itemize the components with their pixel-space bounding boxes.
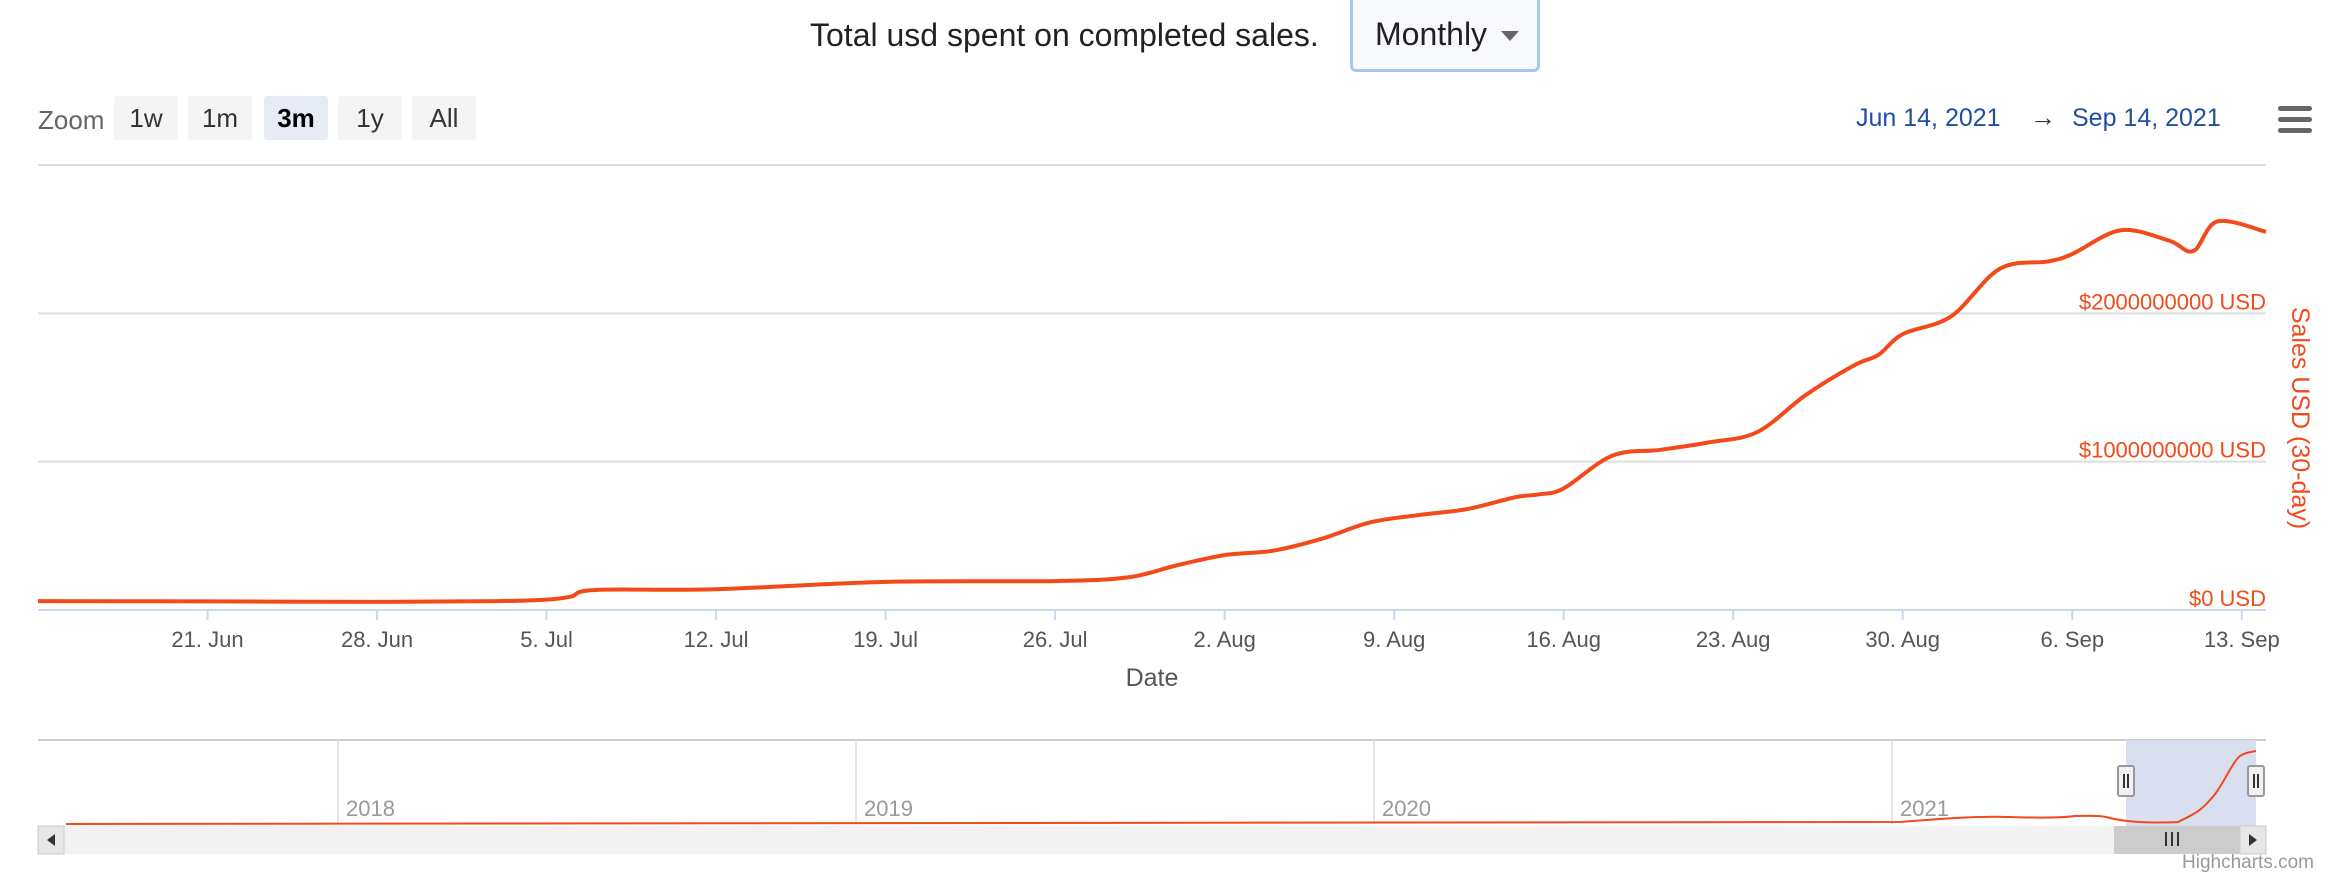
navigator-handle-box[interactable] — [2247, 765, 2265, 797]
range-from-input[interactable]: Jun 14, 2021 — [1856, 104, 2001, 132]
navigator-handle[interactable] — [2247, 765, 2265, 797]
period-select-value: Monthly — [1375, 16, 1488, 52]
y-tick-label: $2000000000 USD — [2079, 289, 2266, 314]
navigator-series-line — [65, 750, 2257, 825]
zoom-1m-button[interactable]: 1m — [188, 96, 252, 140]
navigator: 2018 2019 2020 2021 — [37, 739, 2267, 855]
navigator-handle[interactable] — [2117, 765, 2135, 797]
x-tick-label: 16. Aug — [1526, 627, 1601, 652]
x-tick-label: 21. Jun — [171, 627, 243, 652]
x-tick-label: 28. Jun — [341, 627, 413, 652]
grid-lines — [38, 164, 2266, 611]
chevron-down-icon — [1501, 31, 1519, 41]
zoom-all-button[interactable]: All — [412, 96, 476, 140]
hamburger-menu-icon[interactable] — [2278, 106, 2312, 134]
x-tick-label: 30. Aug — [1865, 627, 1940, 652]
y-axis: $0 USD $1000000000 USD $2000000000 USD — [2079, 289, 2266, 611]
chevron-left-icon — [47, 834, 55, 846]
zoom-1w-button[interactable]: 1w — [114, 96, 178, 140]
chevron-right-icon — [2249, 834, 2257, 846]
chart-header: Total usd spent on completed sales. Mont… — [0, 0, 1540, 72]
highcharts-credit[interactable]: Highcharts.com — [2182, 852, 2314, 873]
x-tick-label: 6. Sep — [2040, 627, 2104, 652]
period-select[interactable]: Monthly — [1350, 0, 1540, 72]
y-tick-label: $1000000000 USD — [2079, 438, 2266, 463]
navigator-handle-box[interactable] — [2117, 765, 2135, 797]
series-line — [37, 218, 2267, 604]
x-tick-label: 12. Jul — [684, 627, 749, 652]
zoom-3m-button[interactable]: 3m — [264, 96, 328, 140]
navigator-year-label: 2019 — [864, 796, 913, 821]
navigator-selection-mask[interactable] — [2126, 740, 2256, 826]
y-tick-label: $0 USD — [2189, 586, 2266, 611]
x-axis: 21. Jun 28. Jun 5. Jul 12. Jul 19. Jul 26. Ju… — [171, 610, 2280, 652]
y-axis-title: Sales USD (30-day) — [2286, 307, 2314, 529]
chart-title: Total usd spent on completed sales. — [810, 17, 1319, 53]
x-axis-title: Date — [1126, 664, 1179, 692]
x-tick-label: 9. Aug — [1363, 627, 1425, 652]
plot-area — [37, 218, 2267, 604]
x-tick-label: 26. Jul — [1023, 627, 1088, 652]
x-tick-label: 19. Jul — [853, 627, 918, 652]
navigator-year-label: 2020 — [1382, 796, 1431, 821]
x-tick-label: 5. Jul — [520, 627, 573, 652]
x-tick-label: 2. Aug — [1193, 627, 1255, 652]
x-tick-label: 13. Sep — [2204, 627, 2280, 652]
zoom-1y-button[interactable]: 1y — [338, 96, 402, 140]
navigator-year-label: 2021 — [1900, 796, 1949, 821]
x-tick-label: 23. Aug — [1696, 627, 1771, 652]
range-arrow: → — [2030, 102, 2056, 132]
range-to-input[interactable]: Sep 14, 2021 — [2072, 104, 2221, 132]
navigator-year-label: 2018 — [346, 796, 395, 821]
zoom-label: Zoom — [38, 105, 105, 135]
scrollbar-track[interactable] — [38, 826, 2266, 854]
